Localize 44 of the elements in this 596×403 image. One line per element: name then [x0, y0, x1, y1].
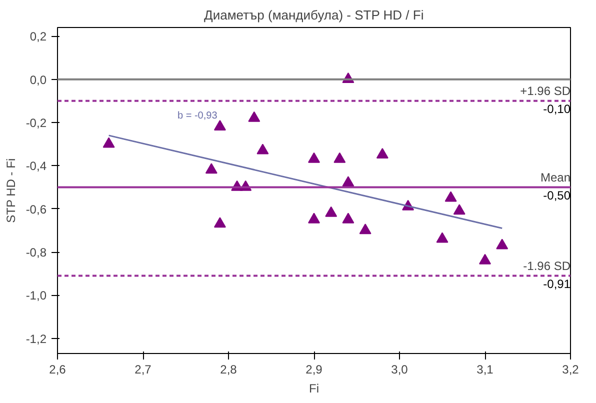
x-tick-label: 2,9 — [306, 362, 323, 376]
point — [436, 232, 448, 243]
annotation: b = -0,93 — [178, 110, 218, 122]
point — [308, 212, 320, 224]
x-tick-label: 3,2 — [562, 362, 580, 376]
point — [342, 176, 354, 187]
y-tick-label: -1,0 — [26, 288, 47, 303]
point — [102, 137, 115, 148]
point — [308, 152, 320, 163]
ref-line-label: Mean — [540, 170, 571, 184]
y-tick-label: -0,6 — [26, 202, 47, 216]
point — [444, 191, 457, 202]
point — [342, 212, 354, 224]
point — [496, 238, 508, 250]
x-tick-label: 3,1 — [476, 362, 494, 376]
y-tick-label: -0,8 — [26, 246, 47, 260]
point — [214, 217, 226, 228]
y-tick-label: -0,4 — [26, 159, 47, 174]
x-tick-label: 2,6 — [49, 362, 66, 376]
ref-line-label: -1.96 SD — [523, 258, 571, 273]
y-tick-label: -1,2 — [26, 332, 47, 346]
y-axis-title: STP HD - Fi — [4, 158, 18, 223]
chart-title: Диаметър (мандибула) - STP HD / Fi — [204, 8, 424, 22]
point — [479, 254, 491, 264]
x-axis-title: Fi — [309, 382, 319, 396]
point — [453, 204, 466, 215]
y-tick-label: 0,0 — [30, 72, 47, 87]
y-tick-label: 0,2 — [30, 30, 47, 44]
point — [334, 152, 346, 163]
x-tick-label: 3,0 — [391, 362, 408, 376]
annotation: -0,10 — [543, 102, 571, 116]
point — [205, 163, 218, 174]
x-tick-label: 2,8 — [220, 362, 238, 376]
annotation: -0,91 — [543, 276, 571, 291]
point — [359, 224, 372, 234]
y-tick-label: -0,2 — [26, 116, 47, 130]
point — [256, 144, 269, 154]
ref-line-label: +1.96 SD — [520, 84, 571, 98]
point — [248, 111, 260, 122]
point — [376, 148, 388, 159]
x-tick-label: 2,7 — [134, 362, 152, 376]
annotation: -0,50 — [543, 188, 571, 202]
point — [325, 206, 338, 217]
point — [214, 120, 226, 130]
